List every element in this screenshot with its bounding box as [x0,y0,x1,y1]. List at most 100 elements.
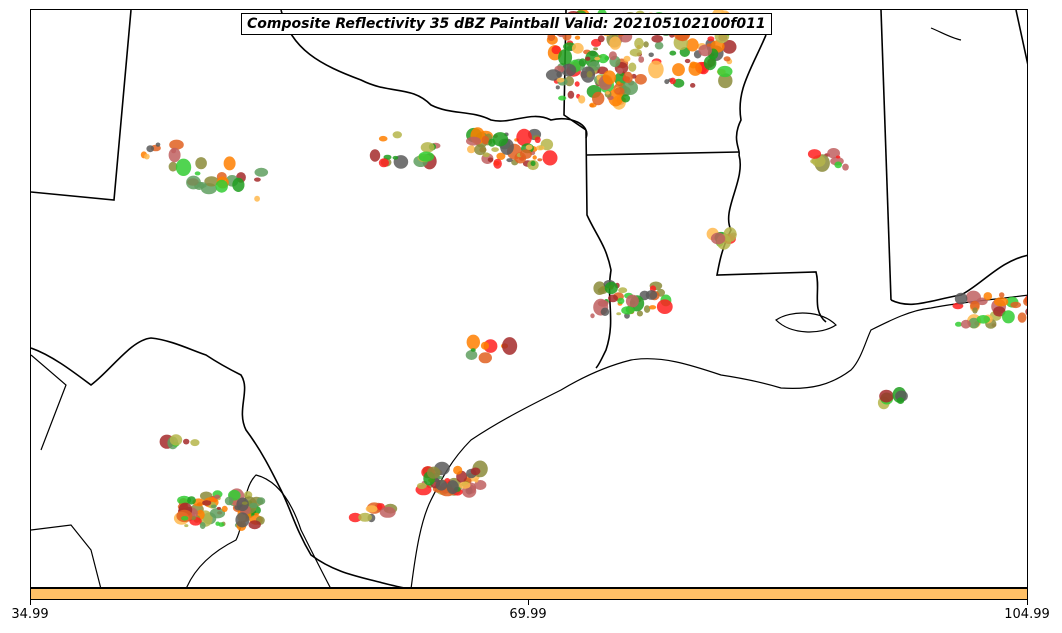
reflectivity-blob [669,50,677,56]
reflectivity-blob [664,79,670,85]
reflectivity-blob [202,500,212,506]
map-panel [30,9,1028,588]
reflectivity-blob [254,195,260,202]
reflectivity-blob [493,158,502,169]
reflectivity-blob [638,56,645,63]
reflectivity-blob [672,63,685,77]
reflectivity-blob [427,466,441,479]
reflectivity-blob [168,147,181,163]
al-ga-border [1015,10,1027,65]
reflectivity-blob [453,465,463,475]
reflectivity-blob [551,45,561,55]
reflectivity-blob [481,135,489,145]
reflectivity-blob [597,35,605,43]
reflectivity-blob [1025,308,1027,316]
reflectivity-blob [435,479,448,491]
mexico-state-border-2 [31,354,67,451]
reflectivity-blob [218,522,225,527]
coastline [410,27,1027,587]
reflectivity-blob [669,77,676,85]
reflectivity-blob [383,154,392,160]
reflectivity-blob [609,36,622,50]
reflectivity-blob [169,434,183,446]
reflectivity-blob [466,136,481,146]
reflectivity-blob [254,177,261,182]
reflectivity-blob [169,139,184,150]
reflectivity-blob [707,36,715,42]
tx-ok-border [280,10,588,139]
reflectivity-blob [502,337,518,355]
reflectivity-blob [628,62,637,72]
reflectivity-blob [688,62,703,76]
reflectivity-blob [416,482,427,490]
reflectivity-blob [459,481,471,489]
reflectivity-blob [480,341,490,350]
reflectivity-blob [993,306,1006,317]
reflectivity-blob [467,145,476,154]
reflectivity-blob [879,389,894,403]
reflectivity-blob [965,290,982,305]
colorbar-tick-label-mid: 69.99 [509,607,547,622]
reflectivity-blob [623,55,631,62]
colorbar [30,588,1028,600]
reflectivity-blob [446,480,459,495]
reflectivity-blob [155,142,161,147]
reflectivity-blob [555,85,560,90]
reflectivity-blob [358,512,372,522]
reflectivity-blob [629,48,642,57]
reflectivity-blob [186,175,201,190]
reflectivity-blob [621,306,635,315]
reflectivity-blob [634,74,647,85]
reflectivity-blob [256,497,266,505]
reflectivity-blob [834,161,842,169]
reflectivity-blob [144,153,150,160]
reflectivity-blob [187,496,196,505]
map-title: Composite Reflectivity 35 dBZ Paintball … [241,13,772,35]
reflectivity-blob [955,321,962,327]
reflectivity-blob [558,49,573,66]
reflectivity-blob [197,182,207,189]
reflectivity-blob [194,171,201,176]
reflectivity-blob [634,37,644,50]
reflectivity-blob [614,87,625,95]
reflectivity-blob [224,496,234,506]
reflectivity-blob [617,297,625,305]
reflectivity-blob [723,227,737,242]
reflectivity-blob [999,292,1005,298]
reflectivity-blob [249,502,258,509]
reflectivity-blob [574,35,581,40]
reflectivity-blob [190,439,200,447]
reflectivity-blob [146,145,154,153]
reflectivity-blob [968,317,980,329]
reflectivity-blob [690,83,696,88]
reflectivity-blob [608,51,617,61]
reflectivity-blob [648,60,664,79]
reflectivity-blob [235,512,250,528]
reflectivity-blob [534,136,541,143]
reflectivity-blob [983,292,993,301]
reflectivity-blob [643,305,651,313]
reflectivity-blob [535,145,545,151]
reflectivity-blob [177,495,192,505]
reflectivity-blob [586,71,593,78]
reflectivity-blob [643,41,649,48]
reflectivity-blob [199,522,206,529]
reflectivity-blob [176,509,193,523]
reflectivity-blob [492,132,509,147]
colorbar-tick-left [30,600,31,605]
reflectivity-blob [585,56,591,61]
reflectivity-blob [184,524,189,528]
reflectivity-blob [470,467,481,476]
reflectivity-blob [604,281,618,295]
reflectivity-blob [651,35,663,43]
reflectivity-blob [420,142,435,153]
reflectivity-blob [195,157,207,170]
reflectivity-blob [594,56,601,61]
reflectivity-blob [348,512,362,523]
reflectivity-blob [645,290,658,300]
reflectivity-blob [717,65,733,78]
reflectivity-blob [600,307,610,316]
reflectivity-blob [722,40,737,54]
reflectivity-blob [378,135,388,142]
reflectivity-blob [723,56,731,62]
